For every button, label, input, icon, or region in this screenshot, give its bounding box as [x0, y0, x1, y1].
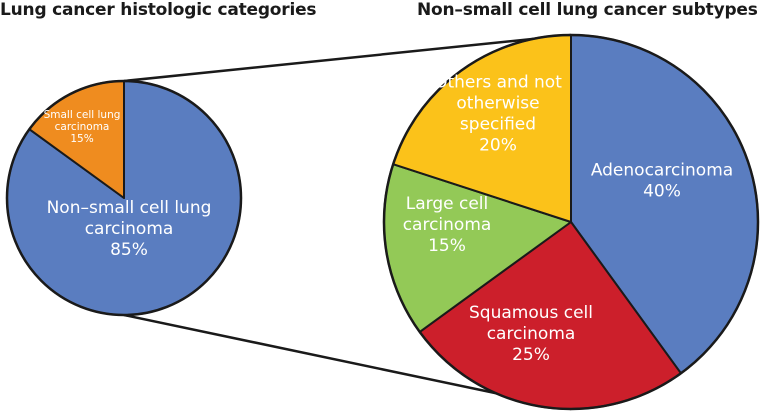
slice-label-squamous-cell-carcinoma: Squamous cell carcinoma 25% — [469, 303, 593, 365]
slice-percent: 15% — [70, 133, 93, 145]
slice-label-line: specified — [460, 115, 536, 135]
slice-label-small-cell-lung-carcinoma: Small cell lung carcinoma 15% — [44, 109, 121, 145]
slice-label-line: Non–small cell lung — [47, 198, 212, 218]
slice-percent: 20% — [479, 136, 517, 156]
pie-outline — [5, 79, 243, 317]
slice-label-line: carcinoma — [403, 215, 492, 235]
right-pie: Adenocarcinoma 40%Squamous cell carcinoma 2… — [382, 33, 760, 411]
slice-label-line: otherwise — [456, 94, 539, 114]
slice-label-line: Adenocarcinoma — [591, 161, 733, 181]
slice-percent: 40% — [643, 182, 681, 202]
slice-label-non-small-cell-lung-carcinoma: Non–small cell lung carcinoma 85% — [47, 198, 212, 260]
slice-label-adenocarcinoma: Adenocarcinoma 40% — [591, 161, 733, 202]
left-pie: Non–small cell lung carcinoma 85%Small cel… — [5, 79, 243, 317]
right-chart-title: Non–small cell lung cancer subtypes — [417, 0, 758, 20]
slice-label-line: carcinoma — [85, 219, 174, 239]
slice-label-line: Others and not — [434, 73, 562, 93]
slice-label-line: carcinoma — [55, 121, 110, 133]
connector-line-top — [123, 33, 572, 83]
pie-outline — [382, 33, 760, 411]
slice-percent: 25% — [512, 345, 550, 365]
slice-percent: 15% — [428, 236, 466, 256]
slice-label-line: Squamous cell — [469, 303, 593, 323]
slice-label-others-and-not-otherwise-specified: Others and not otherwise specified 20% — [434, 73, 562, 156]
slice-label-line: carcinoma — [487, 324, 576, 344]
slice-label-large-cell-carcinoma: Large cell carcinoma 15% — [403, 194, 492, 256]
slice-label-line: Large cell — [406, 194, 489, 214]
left-chart-title: Lung cancer histologic categories — [0, 0, 317, 20]
slice-percent: 85% — [110, 240, 148, 260]
slice-label-line: Small cell lung — [44, 109, 121, 121]
